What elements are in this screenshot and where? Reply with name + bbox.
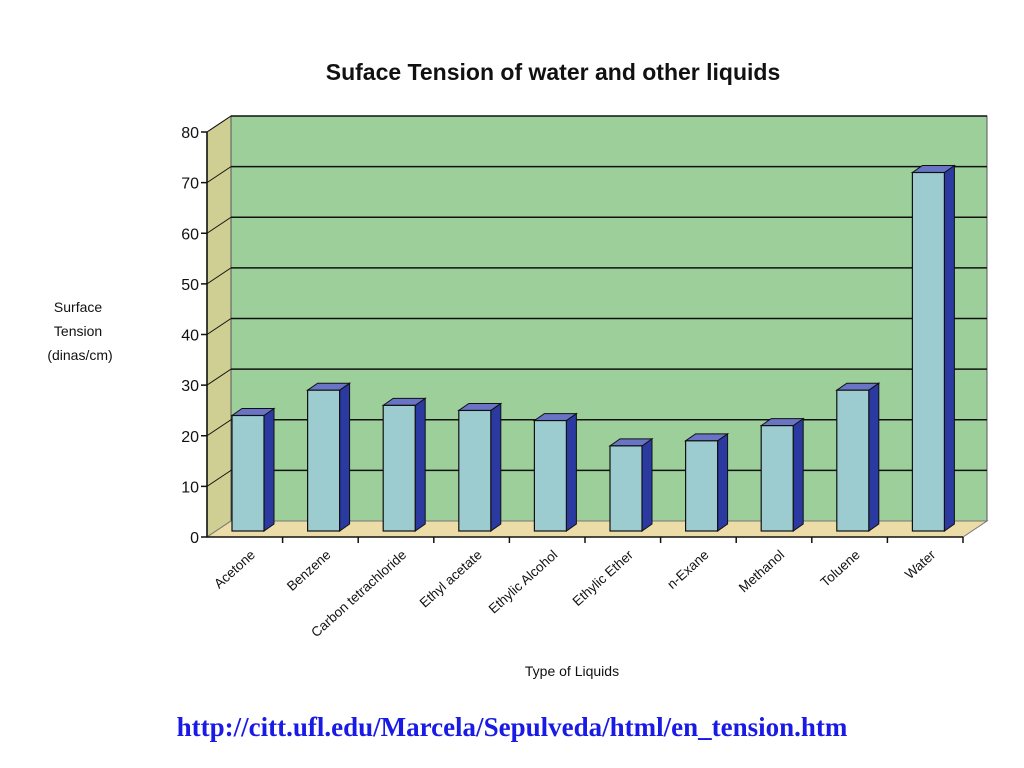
x-category-label: Acetone — [211, 547, 258, 591]
bar-side — [943, 164, 955, 532]
source-url[interactable]: http://citt.ufl.edu/Marcela/Sepulveda/ht… — [176, 712, 848, 742]
gridline-side — [206, 166, 232, 184]
gridline-side — [206, 419, 232, 437]
bar — [533, 419, 568, 532]
x-category-label: n-Exane — [664, 547, 711, 592]
x-category-label: Methanol — [736, 547, 787, 595]
y-tick-label: 10 — [181, 479, 199, 496]
y-axis-label-line-2: Tension — [54, 323, 102, 339]
x-category-label: Benzene — [284, 547, 334, 594]
bar — [458, 409, 492, 532]
gridline-side — [206, 115, 232, 133]
bar — [760, 425, 794, 532]
bar — [911, 171, 946, 532]
bar-side — [868, 382, 880, 532]
x-category-label: Ethyl acetate — [417, 547, 485, 610]
bar-side — [263, 407, 275, 532]
x-category-label: Ethylic Alcohol — [486, 547, 561, 616]
bar — [382, 404, 416, 532]
y-tick-label: 50 — [181, 277, 199, 294]
bar — [684, 440, 719, 532]
x-category-label: Water — [902, 547, 939, 582]
gridline-side — [206, 469, 232, 487]
bar-side — [792, 417, 804, 532]
bar-side — [641, 437, 653, 532]
bar-side — [339, 382, 351, 532]
bar-side — [490, 402, 502, 532]
x-axis-label: Type of Liquids — [525, 663, 619, 679]
x-category-label: Toluene — [818, 547, 863, 590]
y-tick-label: 70 — [181, 176, 199, 193]
bar-side — [717, 432, 729, 532]
y-tick-label: 0 — [190, 530, 199, 547]
bar — [231, 414, 265, 532]
chart-title: Suface Tension of water and other liquid… — [326, 59, 781, 85]
y-tick-label: 20 — [181, 429, 199, 446]
y-axis-label: Surface Tension (dinas/cm) — [47, 299, 112, 363]
bar — [307, 389, 341, 532]
bar-side — [565, 412, 577, 532]
bar — [609, 445, 643, 532]
y-tick-label: 40 — [181, 328, 199, 345]
bar-chart: Suface Tension of water and other liquid… — [47, 59, 989, 679]
gridline-side — [206, 318, 232, 335]
y-axis-label-line-1: Surface — [54, 299, 102, 315]
x-category-label: Ethylic Ether — [570, 547, 637, 609]
gridline-side — [206, 216, 232, 234]
gridline-side — [206, 267, 232, 285]
y-tick-label: 80 — [181, 125, 199, 142]
bar-side — [414, 397, 426, 532]
y-tick-label: 30 — [181, 378, 199, 395]
y-tick-label: 60 — [181, 226, 199, 243]
bar — [836, 389, 870, 532]
y-axis-label-line-3: (dinas/cm) — [47, 347, 112, 363]
gridline-side — [206, 368, 232, 386]
